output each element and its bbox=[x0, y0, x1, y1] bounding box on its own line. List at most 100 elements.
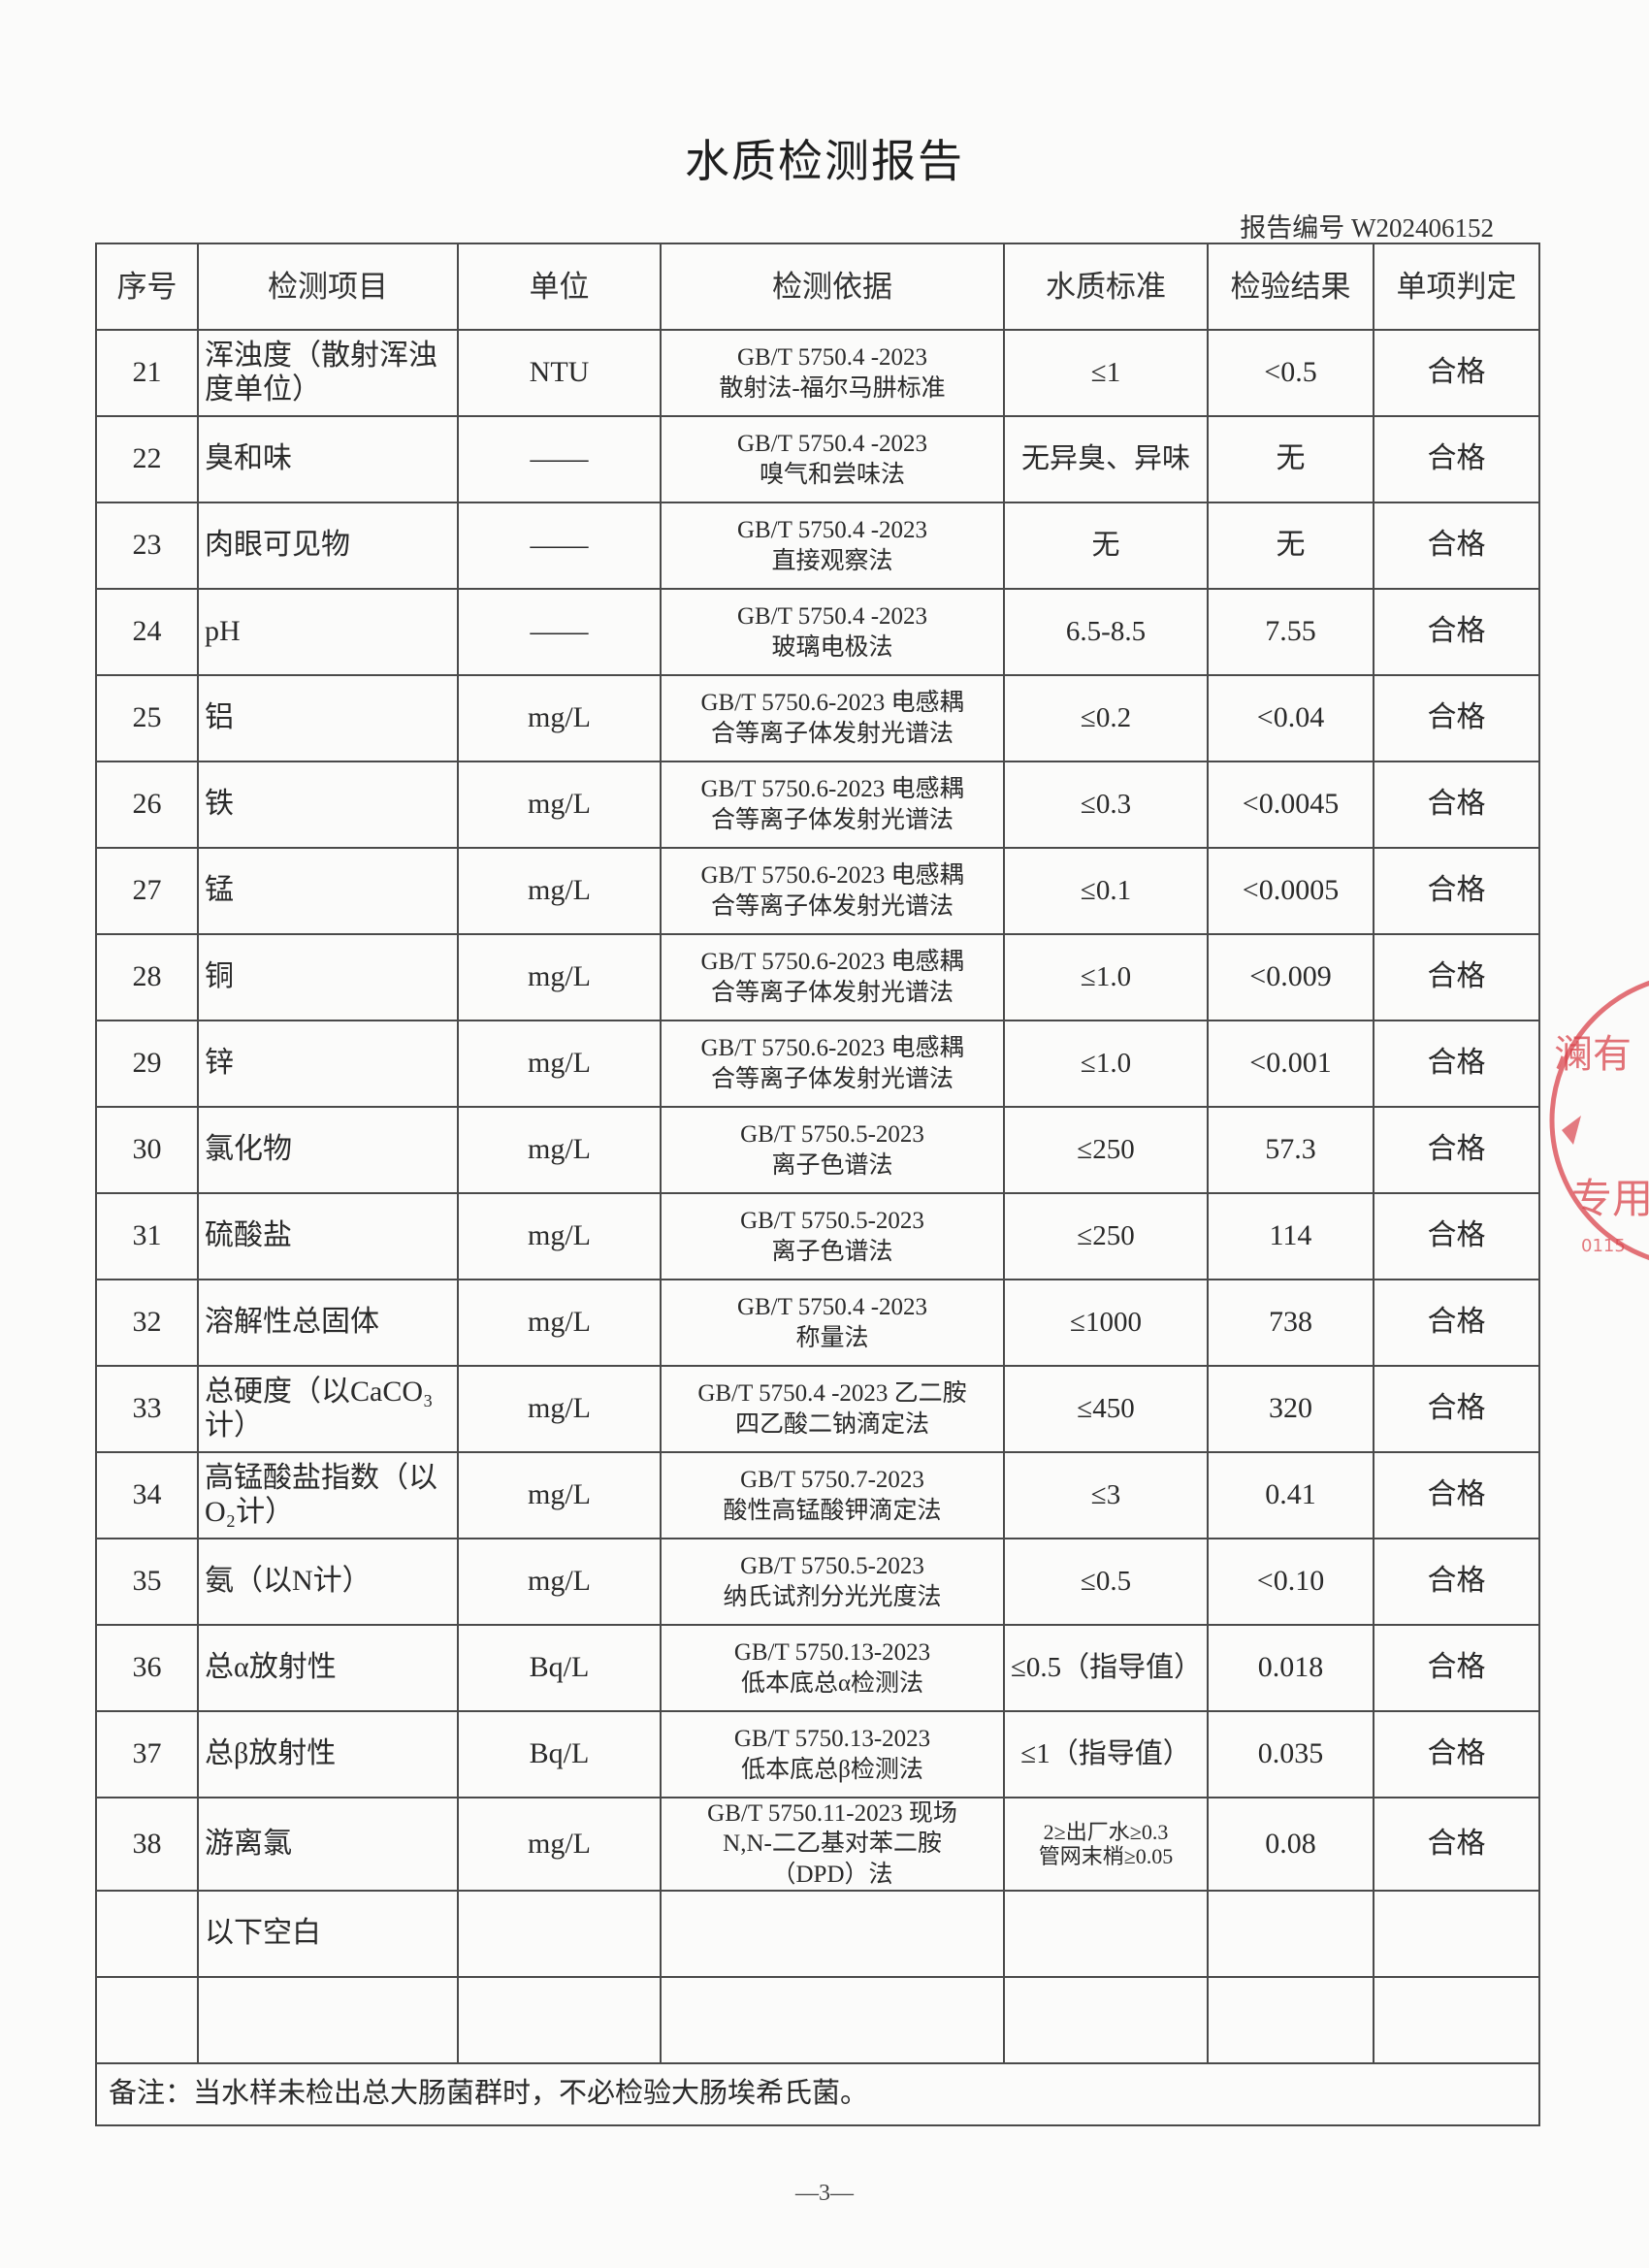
row-result bbox=[1207, 1975, 1374, 2064]
row-unit: Bq/L bbox=[457, 1710, 662, 1798]
row-item: 氨（以N计） bbox=[197, 1538, 459, 1626]
row-unit: —— bbox=[457, 502, 662, 590]
row-no: 28 bbox=[95, 933, 199, 1021]
row-item: 锌 bbox=[197, 1020, 459, 1108]
row-method: GB/T 5750.4 -2023 乙二胺 四乙酸二钠滴定法 bbox=[660, 1365, 1005, 1453]
row-method: GB/T 5750.4 -2023 嗅气和尝味法 bbox=[660, 415, 1005, 503]
row-item: 铜 bbox=[197, 933, 459, 1021]
note-text: 备注：当水样未检出总大肠菌群时，不必检验大肠埃希氏菌。 bbox=[95, 2061, 1540, 2126]
header-standard: 水质标准 bbox=[1003, 243, 1209, 331]
row-verdict bbox=[1373, 1975, 1540, 2064]
row-result: <0.10 bbox=[1207, 1538, 1374, 1626]
row-no: 21 bbox=[95, 329, 199, 417]
row-verdict: 合格 bbox=[1373, 1192, 1540, 1280]
page-number: —3— bbox=[795, 2181, 854, 2206]
row-unit bbox=[457, 1889, 662, 1978]
row-no: 30 bbox=[95, 1106, 199, 1194]
row-standard: ≤1.0 bbox=[1003, 1020, 1209, 1108]
row-item: 臭和味 bbox=[197, 415, 459, 503]
row-unit: NTU bbox=[457, 329, 662, 417]
table-row: 31 硫酸盐 mg/L GB/T 5750.5-2023 离子色谱法 ≤250 114 合格 bbox=[95, 1192, 1540, 1280]
row-standard: ≤0.3 bbox=[1003, 761, 1209, 849]
row-no: 26 bbox=[95, 761, 199, 849]
row-verdict: 合格 bbox=[1373, 329, 1540, 417]
row-no: 29 bbox=[95, 1020, 199, 1108]
svg-text:0115: 0115 bbox=[1581, 1236, 1626, 1256]
row-verdict: 合格 bbox=[1373, 1624, 1540, 1712]
row-standard: ≤0.5 bbox=[1003, 1538, 1209, 1626]
row-result: 无 bbox=[1207, 502, 1374, 590]
results-table: 序号 检测项目 单位 检测依据 水质标准 检验结果 单项判定 21 浑浊度（散射浑… bbox=[95, 243, 1540, 2126]
row-verdict: 合格 bbox=[1373, 1106, 1540, 1194]
row-unit: mg/L bbox=[457, 1797, 662, 1892]
row-method bbox=[660, 1975, 1005, 2064]
row-result: 738 bbox=[1207, 1279, 1374, 1367]
row-unit: mg/L bbox=[457, 761, 662, 849]
row-result: <0.001 bbox=[1207, 1020, 1374, 1108]
header-item: 检测项目 bbox=[197, 243, 459, 331]
row-verdict: 合格 bbox=[1373, 1020, 1540, 1108]
row-unit: mg/L bbox=[457, 1279, 662, 1367]
header-verdict: 单项判定 bbox=[1373, 243, 1540, 331]
row-no: 36 bbox=[95, 1624, 199, 1712]
row-verdict: 合格 bbox=[1373, 761, 1540, 849]
table-row: 26 铁 mg/L GB/T 5750.6-2023 电感耦 合等离子体发射光谱法 ≤0… bbox=[95, 761, 1540, 849]
row-method bbox=[660, 1889, 1005, 1978]
row-standard: ≤1.0 bbox=[1003, 933, 1209, 1021]
row-standard: ≤1 bbox=[1003, 329, 1209, 417]
row-item: 高锰酸盐指数（以O₂计） bbox=[197, 1451, 459, 1539]
row-unit: mg/L bbox=[457, 1020, 662, 1108]
row-result: <0.04 bbox=[1207, 674, 1374, 762]
table-row: 35 氨（以N计） mg/L GB/T 5750.5-2023 纳氏试剂分光光度法 ≤0… bbox=[95, 1538, 1540, 1626]
row-item: 锰 bbox=[197, 847, 459, 935]
table-row: 27 锰 mg/L GB/T 5750.6-2023 电感耦 合等离子体发射光谱法 ≤0… bbox=[95, 847, 1540, 935]
table-row bbox=[95, 1975, 1540, 2064]
row-item bbox=[197, 1975, 459, 2064]
row-method: GB/T 5750.4 -2023 散射法-福尔马肼标准 bbox=[660, 329, 1005, 417]
table-row: 36 总α放射性 Bq/L GB/T 5750.13-2023 低本底总α检测法 ≤0.… bbox=[95, 1624, 1540, 1712]
row-no: 24 bbox=[95, 588, 199, 676]
row-item: 总α放射性 bbox=[197, 1624, 459, 1712]
row-standard: ≤250 bbox=[1003, 1106, 1209, 1194]
row-method: GB/T 5750.6-2023 电感耦 合等离子体发射光谱法 bbox=[660, 674, 1005, 762]
row-standard: 无 bbox=[1003, 502, 1209, 590]
row-result: <0.009 bbox=[1207, 933, 1374, 1021]
row-item: 以下空白 bbox=[197, 1889, 459, 1978]
row-standard: ≤1000 bbox=[1003, 1279, 1209, 1367]
row-standard: ≤250 bbox=[1003, 1192, 1209, 1280]
row-no: 22 bbox=[95, 415, 199, 503]
row-standard: ≤0.1 bbox=[1003, 847, 1209, 935]
row-unit: mg/L bbox=[457, 1538, 662, 1626]
row-method: GB/T 5750.6-2023 电感耦 合等离子体发射光谱法 bbox=[660, 1020, 1005, 1108]
row-standard: 无异臭、异味 bbox=[1003, 415, 1209, 503]
row-unit: mg/L bbox=[457, 933, 662, 1021]
row-verdict: 合格 bbox=[1373, 415, 1540, 503]
table-row: 33 总硬度（以CaCO₃计） mg/L GB/T 5750.4 -2023 乙二胺 … bbox=[95, 1365, 1540, 1453]
row-verdict: 合格 bbox=[1373, 502, 1540, 590]
row-method: GB/T 5750.13-2023 低本底总β检测法 bbox=[660, 1710, 1005, 1798]
svg-text:专用: 专用 bbox=[1571, 1175, 1649, 1222]
row-verdict: 合格 bbox=[1373, 1451, 1540, 1539]
row-item: 溶解性总固体 bbox=[197, 1279, 459, 1367]
row-standard: ≤0.5（指导值） bbox=[1003, 1624, 1209, 1712]
row-unit: —— bbox=[457, 588, 662, 676]
row-method: GB/T 5750.4 -2023 称量法 bbox=[660, 1279, 1005, 1367]
row-method: GB/T 5750.5-2023 离子色谱法 bbox=[660, 1106, 1005, 1194]
row-result: <0.0005 bbox=[1207, 847, 1374, 935]
row-verdict: 合格 bbox=[1373, 1710, 1540, 1798]
row-result: 0.08 bbox=[1207, 1797, 1374, 1892]
row-no bbox=[95, 1975, 199, 2064]
row-result: 0.035 bbox=[1207, 1710, 1374, 1798]
row-no bbox=[95, 1889, 199, 1978]
table-row: 28 铜 mg/L GB/T 5750.6-2023 电感耦 合等离子体发射光谱法 ≤1… bbox=[95, 933, 1540, 1021]
row-verdict bbox=[1373, 1889, 1540, 1978]
row-method: GB/T 5750.5-2023 离子色谱法 bbox=[660, 1192, 1005, 1280]
row-item: 铝 bbox=[197, 674, 459, 762]
row-result: <0.0045 bbox=[1207, 761, 1374, 849]
table-row: 38 游离氯 mg/L GB/T 5750.11-2023 现场 N,N-二乙基对苯二… bbox=[95, 1797, 1540, 1892]
report-title: 水质检测报告 bbox=[685, 137, 964, 186]
row-unit: mg/L bbox=[457, 674, 662, 762]
report-number: 报告编号 W202406152 bbox=[1240, 213, 1494, 243]
row-item: 总β放射性 bbox=[197, 1710, 459, 1798]
table-row: 23 肉眼可见物 —— GB/T 5750.4 -2023 直接观察法无无合格 bbox=[95, 502, 1540, 590]
